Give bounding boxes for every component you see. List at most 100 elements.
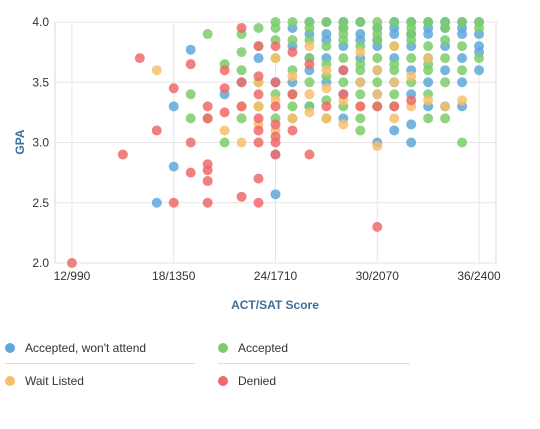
data-point <box>304 23 315 34</box>
data-point <box>440 53 451 64</box>
data-point <box>389 125 400 136</box>
data-point <box>270 131 281 142</box>
data-point <box>151 65 162 76</box>
data-point <box>457 77 468 88</box>
data-point <box>304 41 315 52</box>
data-point <box>389 113 400 124</box>
scatter-chart: 12/990 18/1350 24/1710 30/2070 36/2400 2.02.… <box>13 15 501 312</box>
data-point <box>185 89 196 100</box>
data-point <box>253 23 264 34</box>
data-point <box>321 83 332 94</box>
data-point <box>134 53 145 64</box>
data-point <box>355 59 366 70</box>
data-point <box>168 161 179 172</box>
data-point <box>270 149 281 160</box>
data-point <box>372 65 383 76</box>
data-point <box>440 113 451 124</box>
data-point <box>168 197 179 208</box>
data-point <box>321 41 332 52</box>
data-point <box>440 23 451 34</box>
data-point <box>440 65 451 76</box>
data-point <box>236 65 247 76</box>
data-point <box>270 189 281 200</box>
y-tick-label: 2.0 <box>32 256 49 270</box>
data-point <box>406 23 417 34</box>
data-point <box>355 101 366 112</box>
data-point <box>270 77 281 88</box>
data-point <box>253 125 264 136</box>
data-point <box>287 113 298 124</box>
data-point <box>236 23 247 34</box>
data-point <box>440 35 451 46</box>
data-point <box>423 77 434 88</box>
data-point <box>406 71 417 82</box>
data-point <box>474 23 485 34</box>
data-point <box>372 221 383 232</box>
data-points <box>66 17 485 268</box>
data-point <box>151 197 162 208</box>
data-point <box>236 47 247 58</box>
data-point <box>270 101 281 112</box>
data-point <box>338 89 349 100</box>
legend-item-accepted-wont-attend[interactable]: Accepted, won't attend <box>5 338 146 358</box>
data-point <box>457 65 468 76</box>
data-point <box>253 101 264 112</box>
data-point <box>236 191 247 202</box>
data-point <box>202 165 213 176</box>
data-point <box>253 89 264 100</box>
legend-item-accepted[interactable]: Accepted <box>218 338 288 358</box>
data-point <box>287 101 298 112</box>
data-point <box>338 35 349 46</box>
data-point <box>219 65 230 76</box>
data-point <box>219 125 230 136</box>
data-point <box>372 23 383 34</box>
data-point <box>270 53 281 64</box>
legend-item-wait-listed[interactable]: Wait Listed <box>5 371 84 391</box>
data-point <box>202 197 213 208</box>
legend-item-denied[interactable]: Denied <box>218 371 276 391</box>
legend-label: Wait Listed <box>25 374 84 388</box>
chart-legend: Accepted, won't attend Accepted Wait Lis… <box>0 330 420 410</box>
data-point <box>253 197 264 208</box>
data-point <box>202 101 213 112</box>
data-point <box>287 17 298 27</box>
data-point <box>270 41 281 52</box>
data-point <box>236 113 247 124</box>
data-point <box>185 113 196 124</box>
data-point <box>389 89 400 100</box>
data-point <box>236 137 247 148</box>
data-point <box>304 149 315 160</box>
data-point <box>117 149 128 160</box>
data-point <box>338 23 349 34</box>
legend-divider <box>218 363 410 364</box>
data-point <box>321 113 332 124</box>
x-axis-ticks: 12/990 18/1350 24/1710 30/2070 36/2400 <box>54 269 501 283</box>
data-point <box>219 83 230 94</box>
data-point <box>389 17 400 27</box>
y-axis-title: GPA <box>13 129 27 154</box>
data-point <box>389 101 400 112</box>
data-point <box>338 119 349 130</box>
data-point <box>253 41 264 52</box>
data-point <box>202 113 213 124</box>
data-point <box>219 137 230 148</box>
data-point <box>270 119 281 130</box>
data-point <box>321 17 332 27</box>
data-point <box>440 77 451 88</box>
data-point <box>372 89 383 100</box>
data-point <box>423 113 434 124</box>
data-point <box>372 141 383 152</box>
data-point <box>253 173 264 184</box>
data-point <box>287 35 298 46</box>
x-tick-label: 12/990 <box>54 269 91 283</box>
data-point <box>66 258 77 268</box>
y-tick-label: 3.0 <box>32 136 49 150</box>
data-point <box>372 35 383 46</box>
data-point <box>423 95 434 106</box>
data-point <box>338 65 349 76</box>
data-point <box>389 41 400 52</box>
data-point <box>236 77 247 88</box>
data-point <box>253 71 264 82</box>
data-point <box>304 59 315 70</box>
data-point <box>457 41 468 52</box>
